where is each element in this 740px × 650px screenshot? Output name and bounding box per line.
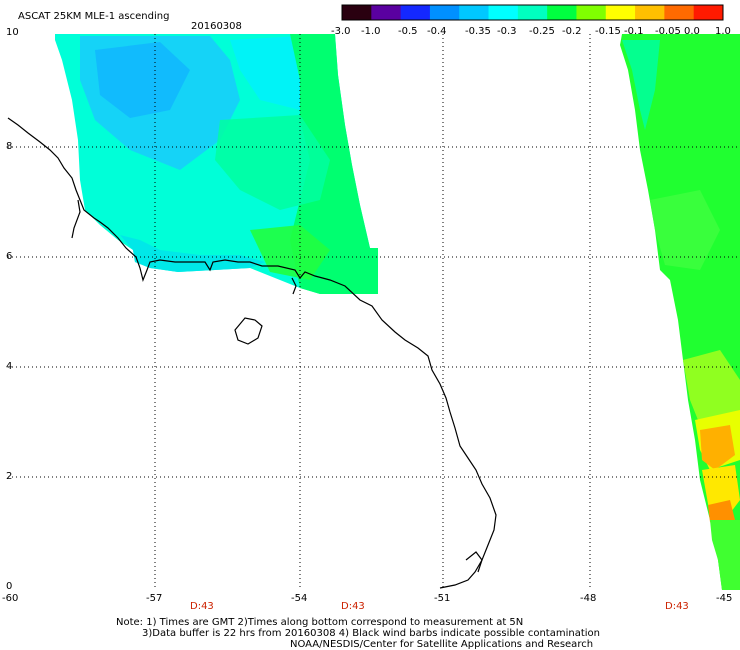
colorbar-label: -0.5 [398, 26, 418, 37]
colorbar-label: -0.2 [562, 26, 582, 37]
lat-label-4: 4 [6, 361, 13, 372]
colorbar-segment [693, 5, 724, 20]
map-title: ASCAT 25KM MLE-1 ascending [18, 11, 170, 22]
map-date: 20160308 [191, 21, 242, 32]
lat-label-8: 8 [6, 141, 13, 152]
lat-label-10: 10 [6, 27, 19, 38]
colorbar-segment [459, 5, 490, 20]
colorbar-label: -3.0 [331, 26, 351, 37]
swath-left [55, 34, 378, 294]
colorbar-label: -0.05 [655, 26, 681, 37]
colorbar-label: -0.4 [427, 26, 447, 37]
colorbar-segment [576, 5, 607, 20]
colorbar-segment [605, 5, 636, 20]
colorbar-label: 1.0 [715, 26, 731, 37]
note-line-2: 3)Data buffer is 22 hrs from 20160308 4)… [142, 628, 600, 639]
colorbar-segment [635, 5, 665, 20]
grid [8, 34, 740, 587]
colorbar-label: -0.25 [529, 26, 555, 37]
pass-time-1: D:43 [190, 601, 214, 612]
lat-label-6: 6 [6, 251, 13, 262]
lon-label-48: -48 [580, 593, 597, 604]
colorbar-label: -0.3 [497, 26, 517, 37]
colorbar-segment [488, 5, 519, 20]
lat-label-2: 2 [6, 471, 13, 482]
colorbar-label: 0.0 [684, 26, 700, 37]
pass-time-3: D:43 [665, 601, 689, 612]
colorbar-segment [400, 5, 431, 20]
lon-label-54: -54 [291, 593, 308, 604]
lon-label-60: -60 [2, 593, 19, 604]
lat-label-0: 0 [6, 581, 13, 592]
colorbar-segment [517, 5, 548, 20]
note-line-1: Note: 1) Times are GMT 2)Times along bot… [116, 617, 524, 628]
colorbar-segment [429, 5, 460, 20]
swath-right [620, 34, 740, 590]
colorbar-label: -0.35 [465, 26, 491, 37]
colorbar-label: -1.0 [361, 26, 381, 37]
colorbar-label: -0.15 [595, 26, 621, 37]
colorbar [341, 4, 724, 21]
colorbar-segment [342, 5, 372, 20]
lon-label-51: -51 [434, 593, 451, 604]
colorbar-segment [547, 5, 577, 20]
colorbar-segment [371, 5, 402, 20]
note-line-3: NOAA/NESDIS/Center for Satellite Applica… [290, 639, 594, 650]
pass-time-2: D:43 [341, 601, 365, 612]
coastline [7, 117, 497, 589]
colorbar-label: -0.1 [624, 26, 644, 37]
colorbar-border [341, 4, 724, 21]
lon-label-45: -45 [716, 593, 733, 604]
colorbar-segment [664, 5, 695, 20]
lon-label-57: -57 [146, 593, 163, 604]
